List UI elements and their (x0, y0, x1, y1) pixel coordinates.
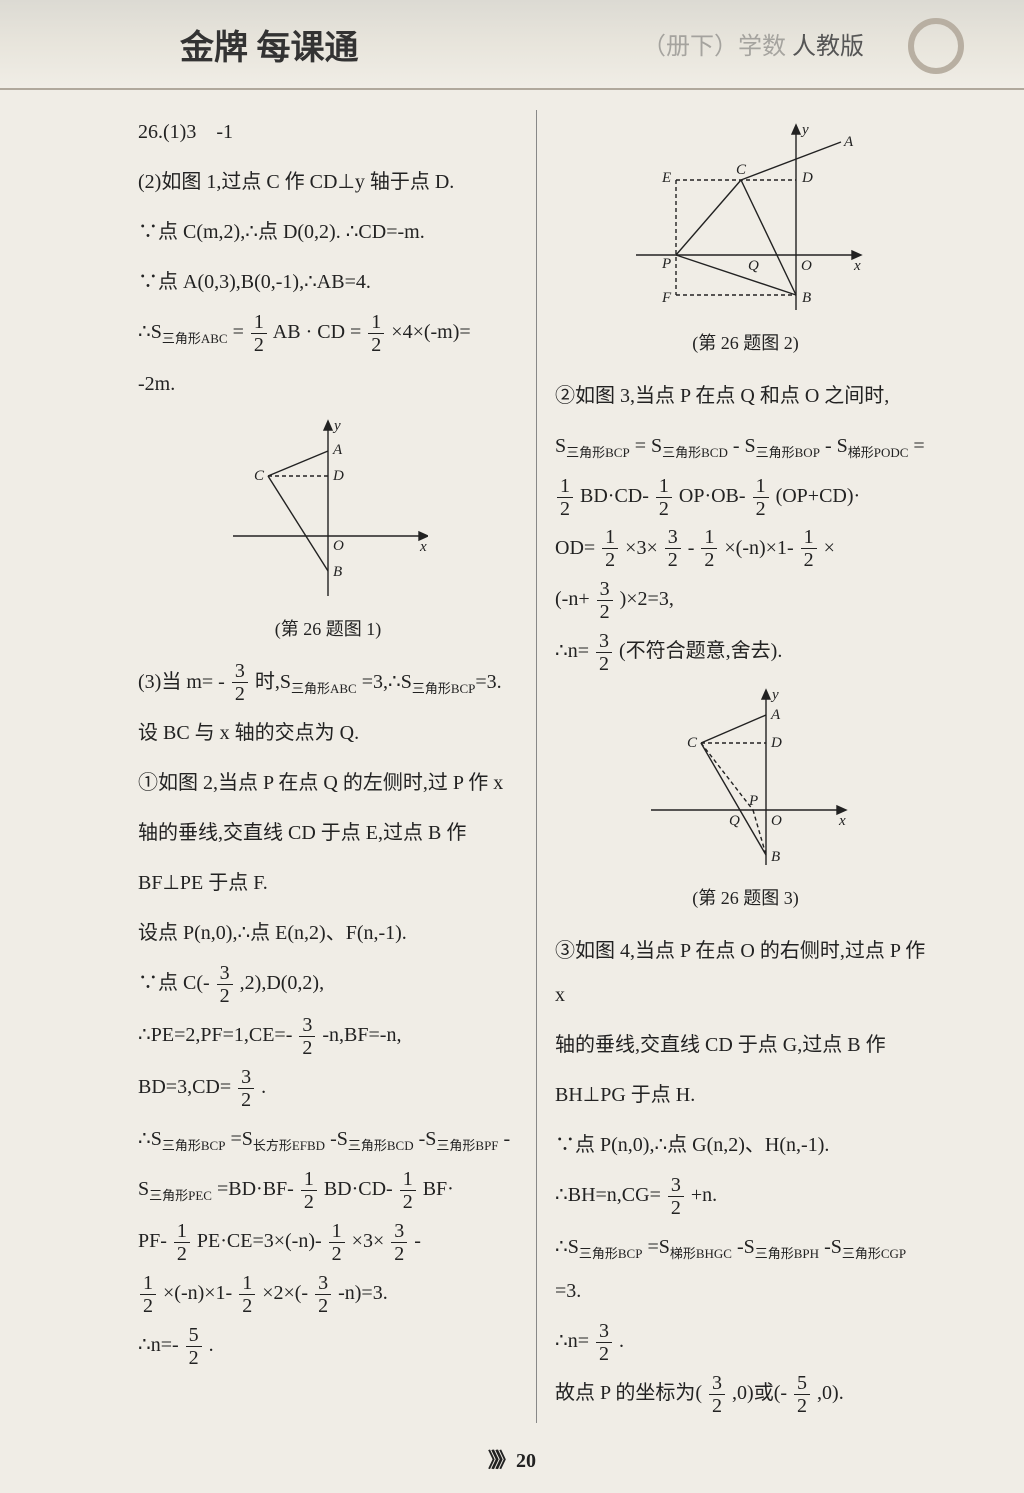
svg-text:B: B (333, 564, 342, 580)
text-line: 12 BD·CD- 12 OP·OB- 12 (OP+CD)· (555, 474, 936, 520)
text-line: BF⊥PE 于点 F. (138, 861, 518, 905)
svg-text:E: E (661, 170, 671, 186)
chevron-icon: 》》》 (488, 1450, 510, 1472)
svg-text:Q: Q (748, 258, 759, 274)
text-line: 轴的垂线,交直线 CD 于点 E,过点 B 作 (138, 811, 518, 855)
page-body: 26.(1)3 -1 (2)如图 1,过点 C 作 CD⊥y 轴于点 D. ∵点… (0, 90, 1024, 1443)
text-line: (2)如图 1,过点 C 作 CD⊥y 轴于点 D. (138, 160, 518, 204)
text-line: ③如图 4,当点 P 在点 O 的右侧时,过点 P 作 x (555, 929, 936, 1017)
figure-caption: (第 26 题图 3) (555, 879, 936, 919)
text-line: ∴S三角形ABC = 12 AB · CD = 12 ×4×(-m)= (138, 310, 518, 356)
text-line: 12 ×(-n)×1- 12 ×2×(- 32 -n)=3. (138, 1271, 518, 1317)
svg-text:O: O (333, 538, 344, 554)
text-line: ∴PE=2,PF=1,CE=- 32 -n,BF=-n, (138, 1013, 518, 1059)
text-line: (3)当 m= - 32 时,S三角形ABC =3,∴S三角形BCP=3. (138, 660, 518, 706)
svg-text:C: C (736, 162, 747, 178)
svg-text:F: F (661, 290, 672, 306)
diagram-svg: y x O A B C D E F P Q (626, 120, 866, 320)
text-line: ∵点 A(0,3),B(0,-1),∴AB=4. (138, 260, 518, 304)
svg-text:B: B (771, 849, 780, 865)
svg-text:O: O (771, 813, 782, 829)
text-line: (-n+ 32 )×2=3, (555, 577, 936, 623)
text-line: ∴S三角形BCP =S长方形EFBD -S三角形BCD -S三角形BPF - (138, 1117, 518, 1161)
svg-text:x: x (853, 258, 861, 274)
page-number: 》》》20 (0, 1444, 1024, 1473)
edition-label: （册下）学数 人教版 (642, 26, 864, 61)
svg-text:A: A (332, 442, 343, 458)
text-line: OD= 12 ×3× 32 - 12 ×(-n)×1- 12 × (555, 526, 936, 572)
svg-text:Q: Q (729, 813, 740, 829)
svg-text:O: O (801, 258, 812, 274)
brand-title: 金牌 每课通 (180, 20, 359, 69)
text-line: 设 BC 与 x 轴的交点为 Q. (138, 711, 518, 755)
figure-caption: (第 26 题图 1) (138, 610, 518, 650)
text-line: ∴S三角形BCP =S梯形BHGC -S三角形BPH -S三角形CGP =3. (555, 1225, 936, 1313)
text-line: 设点 P(n,0),∴点 E(n,2)、F(n,-1). (138, 911, 518, 955)
text-line: -2m. (138, 362, 518, 406)
svg-text:B: B (802, 290, 811, 306)
text-line: PF- 12 PE·CE=3×(-n)- 12 ×3× 32 - (138, 1219, 518, 1265)
svg-text:y: y (332, 418, 341, 434)
diagram-svg: y x O A B C D (228, 416, 428, 606)
circle-decoration (908, 18, 964, 74)
text-line: ∵点 P(n,0),∴点 G(n,2)、H(n,-1). (555, 1123, 936, 1167)
text-line: ∴BH=n,CG= 32 +n. (555, 1173, 936, 1219)
svg-text:y: y (800, 122, 809, 138)
page-header: 金牌 每课通 （册下）学数 人教版 (0, 0, 1024, 90)
text-line: ∴n=- 52 . (138, 1323, 518, 1369)
svg-text:x: x (838, 813, 846, 829)
text-line: ∴n= 32 . (555, 1319, 936, 1365)
svg-text:C: C (687, 735, 698, 751)
text-line: S三角形PEC =BD·BF- 12 BD·CD- 12 BF· (138, 1167, 518, 1213)
svg-text:A: A (843, 134, 854, 150)
text-line: ①如图 2,当点 P 在点 Q 的左侧时,过 P 作 x (138, 761, 518, 805)
figure-1: y x O A B C D (第 26 题图 1) (138, 416, 518, 650)
text-line: ∵点 C(- 32 ,2),D(0,2), (138, 961, 518, 1007)
text-line: 轴的垂线,交直线 CD 于点 G,过点 B 作 (555, 1023, 936, 1067)
svg-text:y: y (770, 687, 779, 703)
text-line: 26.(1)3 -1 (138, 110, 518, 154)
right-column: yx OA BCD EF PQ (第 26 题图 2) ②如图 3,当点 P 在… (537, 110, 954, 1423)
svg-text:A: A (770, 707, 781, 723)
svg-text:D: D (801, 170, 813, 186)
text-line: ∴n= 32 (不符合题意,舍去). (555, 629, 936, 675)
figure-caption: (第 26 题图 2) (555, 324, 936, 364)
diagram-svg: y x O A B C D PQ (641, 685, 851, 875)
svg-text:P: P (748, 793, 758, 809)
text-line: BD=3,CD= 32 . (138, 1065, 518, 1111)
figure-2: y x O A B C D E F P Q (第 26 题图 2) (555, 120, 936, 364)
left-column: 26.(1)3 -1 (2)如图 1,过点 C 作 CD⊥y 轴于点 D. ∵点… (120, 110, 537, 1423)
svg-text:D: D (770, 735, 782, 751)
svg-text:P: P (661, 256, 671, 272)
text-line: ②如图 3,当点 P 在点 Q 和点 O 之间时, (555, 374, 936, 418)
figure-3: y x O A B C D PQ (第 26 题图 3) (555, 685, 936, 919)
svg-text:C: C (254, 468, 265, 484)
svg-text:x: x (419, 539, 427, 555)
svg-text:D: D (332, 468, 344, 484)
text-line: S三角形BCP = S三角形BCD - S三角形BOP - S梯形PODC = (555, 424, 936, 468)
text-line: ∵点 C(m,2),∴点 D(0,2). ∴CD=-m. (138, 210, 518, 254)
text-line: 故点 P 的坐标为( 32 ,0)或(- 52 ,0). (555, 1371, 936, 1417)
text-line: BH⊥PG 于点 H. (555, 1073, 936, 1117)
